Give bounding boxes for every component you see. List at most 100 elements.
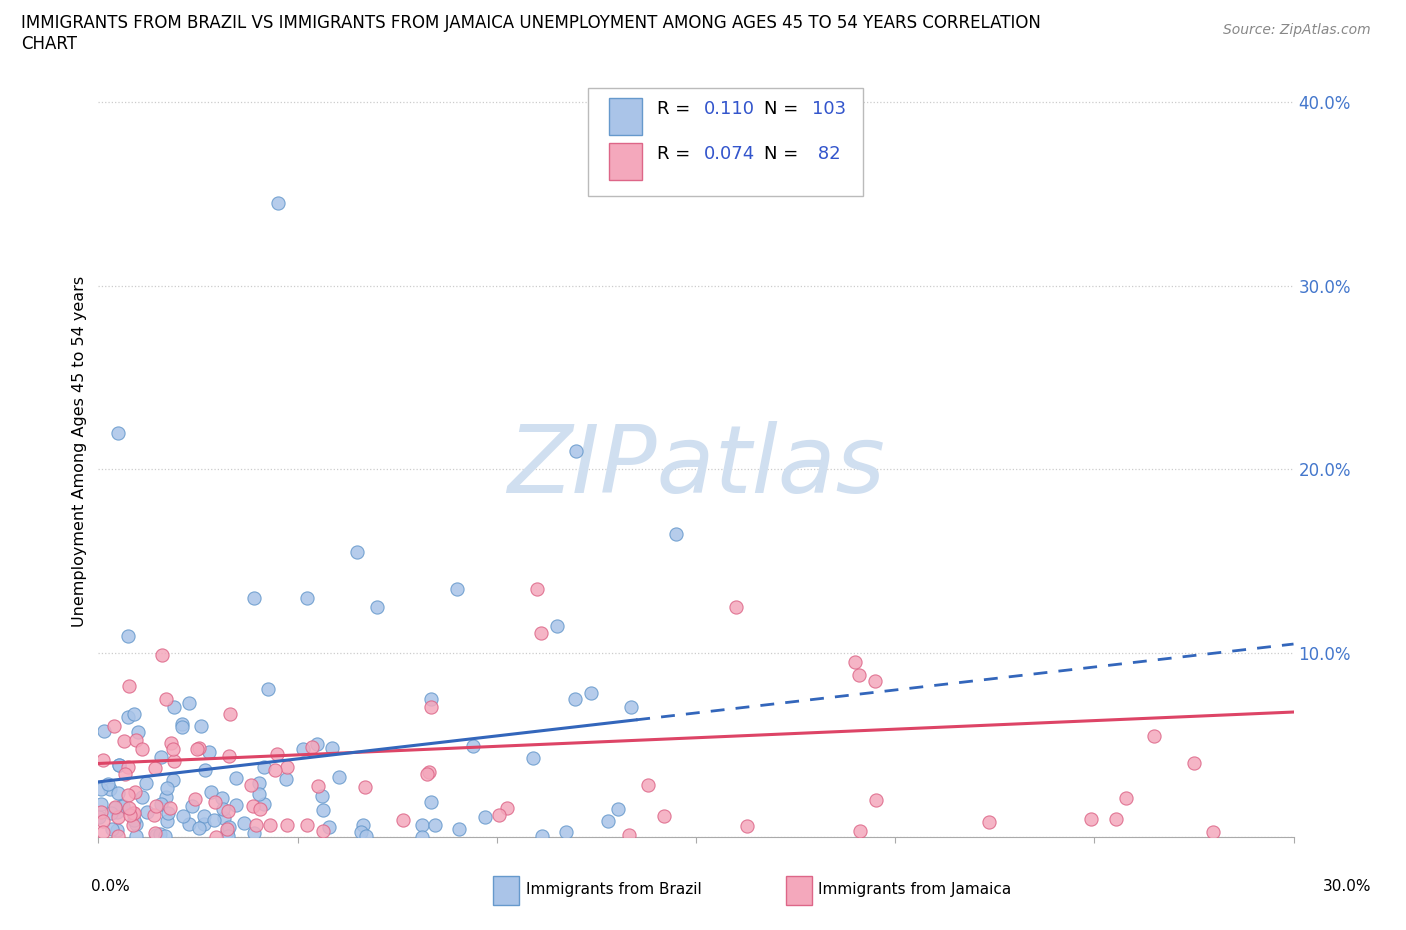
Point	[155, 692, 177, 707]
Point	[214, 811, 236, 826]
Bar	[609, 99, 643, 136]
Point	[257, 682, 280, 697]
Point	[190, 719, 212, 734]
Point	[105, 822, 128, 837]
Point	[735, 818, 758, 833]
Point	[259, 817, 281, 832]
Point	[215, 824, 238, 839]
Bar	[609, 143, 643, 180]
Point	[117, 759, 139, 774]
Point	[187, 741, 209, 756]
Point	[100, 805, 122, 820]
Point	[292, 741, 315, 756]
Point	[530, 626, 553, 641]
Point	[172, 809, 194, 824]
Point	[145, 828, 167, 843]
Point	[155, 829, 177, 844]
Point	[311, 789, 333, 804]
Point	[125, 829, 148, 844]
Text: 82: 82	[811, 144, 841, 163]
Point	[637, 777, 659, 792]
Point	[724, 600, 747, 615]
Point	[1202, 825, 1225, 840]
Text: 30.0%: 30.0%	[1323, 879, 1371, 894]
Point	[217, 829, 239, 844]
Point	[181, 799, 204, 814]
Text: ZIPatlas: ZIPatlas	[508, 421, 884, 512]
Point	[474, 810, 496, 825]
Point	[204, 830, 226, 844]
Point	[416, 766, 439, 781]
Point	[125, 733, 148, 748]
Point	[107, 425, 129, 440]
Point	[112, 799, 135, 814]
Point	[114, 766, 136, 781]
Point	[212, 802, 235, 817]
Text: N =: N =	[763, 100, 799, 118]
Point	[218, 819, 240, 834]
Point	[155, 790, 177, 804]
Point	[110, 798, 132, 813]
Point	[89, 809, 111, 824]
Point	[848, 668, 870, 683]
Point	[1105, 811, 1128, 826]
Text: 0.074: 0.074	[704, 144, 755, 163]
Point	[305, 737, 328, 751]
Point	[135, 775, 157, 790]
Point	[118, 807, 141, 822]
Point	[150, 796, 173, 811]
Point	[219, 707, 242, 722]
Point	[420, 692, 443, 707]
Point	[124, 706, 146, 721]
Point	[121, 818, 143, 833]
Point	[247, 786, 270, 801]
Point	[617, 827, 640, 842]
Point	[652, 808, 675, 823]
Point	[295, 817, 318, 832]
Point	[865, 793, 887, 808]
Point	[418, 764, 440, 779]
Point	[193, 808, 215, 823]
Point	[135, 805, 157, 820]
Point	[93, 814, 115, 829]
Bar	[494, 876, 519, 905]
Point	[104, 800, 127, 815]
Text: R =: R =	[657, 144, 690, 163]
Point	[496, 801, 519, 816]
Point	[90, 804, 112, 819]
Point	[420, 699, 443, 714]
Point	[117, 629, 139, 644]
Point	[122, 812, 145, 827]
Point	[411, 830, 433, 844]
Point	[579, 685, 602, 700]
Text: N =: N =	[763, 144, 799, 163]
Point	[163, 753, 186, 768]
Point	[447, 822, 470, 837]
Point	[163, 699, 186, 714]
Point	[321, 740, 343, 755]
Point	[865, 673, 887, 688]
Point	[118, 679, 141, 694]
Point	[564, 691, 586, 706]
Text: 0.110: 0.110	[704, 100, 755, 118]
Text: IMMIGRANTS FROM BRAZIL VS IMMIGRANTS FROM JAMAICA UNEMPLOYMENT AMONG AGES 45 TO : IMMIGRANTS FROM BRAZIL VS IMMIGRANTS FRO…	[21, 14, 1040, 32]
Point	[117, 788, 139, 803]
Point	[156, 781, 179, 796]
Point	[112, 734, 135, 749]
Point	[91, 824, 114, 839]
Point	[267, 195, 290, 210]
Point	[307, 778, 329, 793]
Point	[526, 581, 548, 596]
Point	[149, 826, 172, 841]
Point	[356, 829, 378, 844]
Point	[620, 699, 643, 714]
Point	[240, 777, 263, 792]
Point	[607, 802, 630, 817]
Point	[276, 772, 298, 787]
Point	[143, 825, 166, 840]
Point	[844, 655, 866, 670]
Point	[243, 591, 266, 605]
Point	[107, 809, 129, 824]
Point	[848, 824, 870, 839]
Point	[488, 807, 510, 822]
